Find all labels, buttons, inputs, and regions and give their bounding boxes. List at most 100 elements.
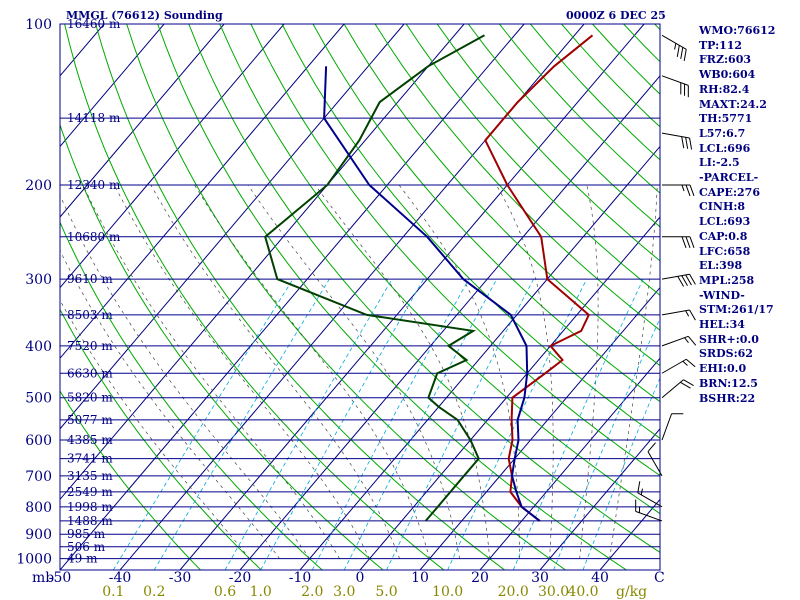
mixing-ratio-tick-label: 0.2 xyxy=(143,584,165,600)
sounding-datetime: 0000Z 6 DEC 25 xyxy=(566,9,666,22)
index-line: BRN:12.5 xyxy=(699,376,758,390)
index-line: CAP:0.8 xyxy=(699,229,748,243)
wind-barb xyxy=(661,413,684,441)
dry-adiabat xyxy=(219,24,660,515)
index-line: WB0:604 xyxy=(699,68,756,82)
temperature-tick-label: -50 xyxy=(49,570,72,586)
dry-adiabat xyxy=(95,24,505,570)
isotherm xyxy=(359,216,660,570)
height-label: 8503 m xyxy=(67,308,113,322)
dry-adiabat xyxy=(312,24,660,403)
index-line: CINH:8 xyxy=(699,200,746,214)
temperature-tick-label: 40 xyxy=(591,570,609,586)
height-label: 49 m xyxy=(67,552,98,566)
height-label: 7520 m xyxy=(67,339,113,353)
wind-barbs xyxy=(635,34,697,522)
temperature-tick-label: 0 xyxy=(356,570,365,586)
pressure-label: 600 xyxy=(25,433,52,449)
index-line: L57:6.7 xyxy=(699,126,746,140)
height-label: 10680 m xyxy=(67,230,121,244)
mixing-ratio-line xyxy=(343,278,498,570)
dry-adiabat xyxy=(250,24,660,477)
index-line: LI:-2.5 xyxy=(699,156,740,170)
isotherm xyxy=(60,24,165,148)
index-line: EHI:0.0 xyxy=(699,362,747,376)
moist-adiabat xyxy=(150,184,400,559)
height-label: 3741 m xyxy=(67,452,113,466)
chart-title: MMGL (76612) Sounding xyxy=(66,9,223,22)
mixing-ratio-tick-label: 2.0 xyxy=(301,584,323,600)
wind-barb xyxy=(647,442,663,477)
temperature-tick-label: 30 xyxy=(531,570,549,586)
mixing-ratio-line xyxy=(512,278,644,570)
isotherm xyxy=(60,24,345,360)
mixing-ratio-tick-label: 40.0 xyxy=(567,584,598,600)
isotherm xyxy=(539,428,660,570)
moist-adiabat xyxy=(314,184,490,559)
dry-adiabat xyxy=(64,24,445,570)
index-line: HEL:34 xyxy=(699,318,745,332)
moist-adiabat xyxy=(60,249,280,559)
index-line: -WIND- xyxy=(699,288,745,302)
plot-frame xyxy=(59,23,661,571)
index-line: BSHR:22 xyxy=(699,391,756,405)
height-label: 1488 m xyxy=(67,514,113,528)
dry-adiabat xyxy=(436,24,660,262)
mixing-ratio-line xyxy=(447,278,588,570)
wind-barb xyxy=(661,273,696,287)
mixing-ratio-line xyxy=(224,278,393,570)
wind-barb xyxy=(661,34,687,61)
wind-barb xyxy=(661,379,694,399)
isotherm xyxy=(60,24,465,501)
index-line: FRZ:603 xyxy=(699,53,752,67)
isotherm xyxy=(479,357,660,570)
mixing-ratio-line xyxy=(112,278,294,570)
wind-barb xyxy=(662,184,695,197)
stability-indices: WMO:76612 TP:112 FRZ:603 WB0:604 RH:82.4 MAXT… xyxy=(699,24,775,406)
profile-layer xyxy=(264,34,594,522)
height-label: 506 m xyxy=(67,540,106,554)
dry-adiabat xyxy=(281,24,660,439)
mixing-ratio-tick-label: 20.0 xyxy=(498,584,529,600)
index-line: EL:398 xyxy=(699,259,743,273)
height-label: 9610 m xyxy=(67,272,113,286)
height-label: 3135 m xyxy=(67,469,113,483)
index-line: STM:261/17 xyxy=(699,303,774,317)
wind-barb xyxy=(662,236,695,248)
pressure-unit-label: mb xyxy=(32,570,54,586)
wind-barb xyxy=(661,335,697,347)
dry-adiabat xyxy=(60,390,201,570)
mixing-ratio-tick-label: 1.0 xyxy=(250,584,272,600)
index-line: RH:82.4 xyxy=(699,82,750,96)
parcel-profile xyxy=(323,66,541,522)
mixing-ratio-unit-label: g/kg xyxy=(616,584,647,600)
wind-barb xyxy=(661,358,696,374)
temperature-profile xyxy=(484,34,594,522)
mixing-ratio-tick-label: 3.0 xyxy=(333,584,355,600)
mixing-ratio-line xyxy=(582,376,660,570)
wind-barb xyxy=(661,309,696,321)
dry-adiabat xyxy=(343,24,660,367)
mixing-ratio-tick-label: 30.0 xyxy=(538,584,569,600)
height-label: 16460 m xyxy=(67,17,121,31)
mixing-ratio-line xyxy=(386,278,534,570)
height-label: 5077 m xyxy=(67,413,113,427)
temperature-unit-label: C xyxy=(654,570,665,586)
height-label: 12340 m xyxy=(67,178,121,192)
mixing-ratio-line xyxy=(153,278,330,570)
pressure-label: 300 xyxy=(25,272,52,288)
mixing-ratio-tick-label: 10.0 xyxy=(432,584,463,600)
dry-adiabat xyxy=(188,24,660,554)
dewpoint-profile xyxy=(264,34,485,522)
height-label: 5820 m xyxy=(67,391,113,405)
dry-adiabat xyxy=(405,24,660,296)
moist-adiabat xyxy=(82,184,340,559)
dry-adiabat xyxy=(60,123,384,570)
index-line: SHR+:0.0 xyxy=(699,332,759,346)
mixing-ratio-line xyxy=(311,278,470,570)
index-line: TP:112 xyxy=(699,38,743,52)
isotherm xyxy=(60,24,525,570)
wind-barb xyxy=(637,481,663,508)
